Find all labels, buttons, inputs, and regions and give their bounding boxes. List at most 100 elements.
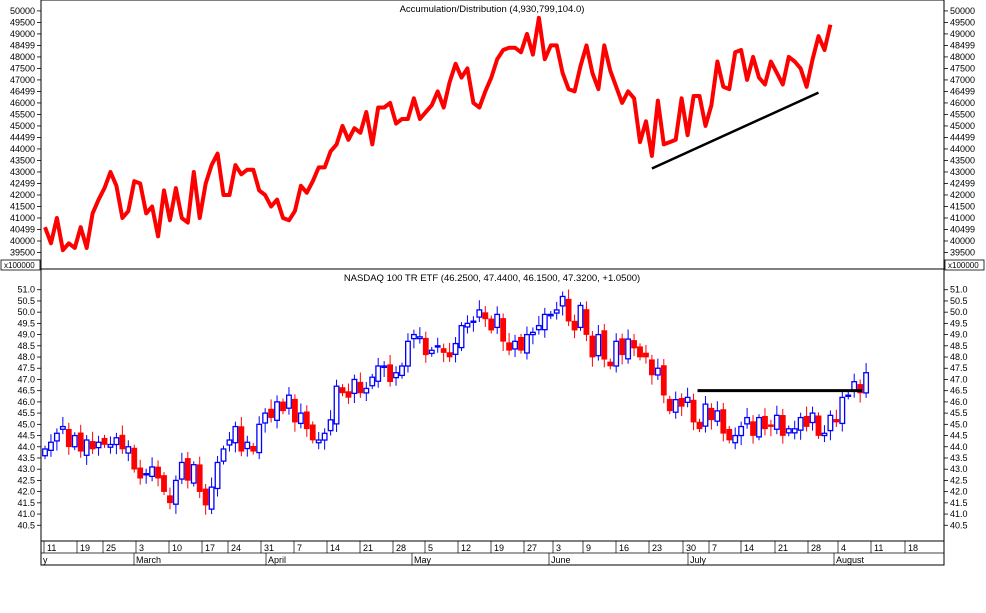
candle [309,421,316,444]
candle-body-down [291,398,298,423]
price-y-tick-label-left: 43.5 [17,453,35,463]
candle-body-up [315,439,322,444]
price-y-tick-label-left: 48.0 [17,352,35,362]
candle-body-up [839,396,846,425]
candle [137,459,144,485]
candle [268,399,274,423]
candle [262,408,269,433]
candle [202,483,209,515]
ad-y-tick-label-left: 43000 [10,167,35,177]
price-y-tick-label-left: 44.5 [17,431,35,441]
candle-body-down [238,426,245,452]
price-y-tick-label-right: 40.5 [950,520,968,530]
candle-body-down [696,421,703,430]
ad-y-tick-label-left: 40000 [10,236,35,246]
candle-body-up [464,322,471,328]
price-y-tick-label-left: 46.5 [17,386,35,396]
ad-scale-badge-left: x100000 [0,259,41,271]
candle-body-down [750,421,756,436]
date-tick-label: 11 [874,543,883,553]
candle-body-down [387,364,393,383]
candle-body-down [565,298,572,322]
candle-body-down [637,346,643,358]
candle-body-up [297,412,304,425]
candle-body-up [797,416,804,431]
candle [607,358,614,370]
candle [494,306,501,334]
candle [297,403,304,429]
date-tick-label: 19 [494,543,504,553]
candle [214,455,221,497]
ad-y-tick-label-right: 43000 [950,167,975,177]
candle [232,421,239,453]
candle [744,407,751,429]
candle-body-up [672,398,679,413]
candle-body-down [589,335,596,358]
ad-y-tick-label-left: 48000 [10,52,35,62]
ad-panel-title: Accumulation/Distribution (4,930,799,104… [400,4,585,15]
month-label: May [414,555,432,565]
candle [285,387,292,415]
price-y-tick-label-left: 44.0 [17,442,35,452]
date-tick-label: 7 [297,543,302,553]
candle [643,344,649,364]
ad-y-tick-label-right: 44000 [950,144,975,154]
candle-body-up [327,419,334,432]
candle-body-up [791,428,798,434]
date-tick-label: 28 [396,543,406,553]
candle-body-up [684,396,691,403]
candle [149,457,156,482]
price-y-tick-label-left: 45.5 [17,408,35,418]
candle-body-up [529,331,536,336]
candle-body-down [446,352,453,358]
candle-body-up [113,437,120,446]
price-y-tick-label-right: 47.0 [950,374,968,384]
candle-body-up [399,365,405,377]
candle [83,435,90,465]
candle [756,414,762,441]
candle-body-up [381,365,388,368]
candle-body-down [648,359,655,376]
date-tick-label: 14 [330,543,340,553]
candle [410,329,417,349]
candle [280,398,286,415]
candle-body-up [404,340,411,367]
candle-body-down [666,398,673,412]
candle [291,394,298,432]
price-y-tick-label-right: 49.5 [950,318,968,328]
candle-body-up [494,313,501,329]
candle [178,452,185,484]
candle [351,374,358,404]
ad-y-tick-label-right: 42000 [950,190,975,200]
candle-body-up [393,372,399,379]
candle [559,291,566,316]
price-y-tick-label-left: 49.5 [17,318,35,328]
candle-body-down [815,415,822,436]
month-label: y [43,555,48,565]
candle [172,475,179,514]
candle-body-up [143,473,150,476]
candle-body-up [416,336,423,340]
candle-body-up [208,486,215,510]
candle-body-up [226,439,233,446]
candle [738,421,745,446]
candle [762,408,768,436]
candle-body-down [678,398,685,407]
candle-body-up [48,441,54,451]
date-tick-label: 16 [619,543,629,553]
candle-body-down [280,401,286,412]
candle [690,393,697,431]
candle [821,425,828,443]
candle [220,445,227,465]
price-y-tick-label-left: 45.0 [17,419,35,429]
ad-y-tick-label-left: 44499 [10,132,35,142]
candle [678,393,685,417]
price-y-tick-label-left: 46.0 [17,397,35,407]
price-y-tick-label-left: 50.5 [17,296,35,306]
candle [482,306,489,327]
candle [702,396,709,433]
candle [315,431,322,450]
ad-y-tick-label-left: 49500 [10,17,35,27]
candle-body-down [643,352,649,358]
